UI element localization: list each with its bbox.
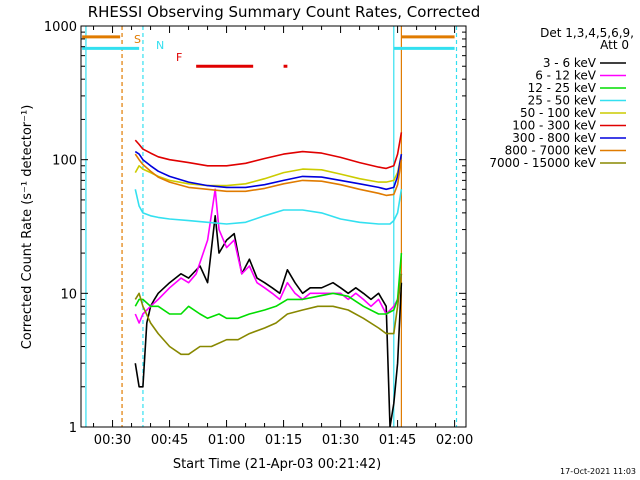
series-lines [134,132,403,427]
legend-entry-label: 800 - 7000 keV [505,144,597,158]
legend-entry-label: 12 - 25 keV [528,81,597,95]
series-line-4 [134,189,403,225]
x-tick-label: 00:30 [94,433,131,448]
plot-frame [80,25,467,428]
chart-title: RHESSI Observing Summary Count Rates, Co… [88,3,481,21]
legend-entry-label: 7000 - 15000 keV [489,156,596,170]
series-line-2 [134,188,403,324]
x-tick-label: 01:15 [265,433,302,448]
legend-title: Det 1,3,4,5,6,9, [540,26,634,40]
series-line-3 [134,253,403,320]
legend-entry-label: 3 - 6 keV [543,56,597,70]
legend-subtitle: Att 0 [600,38,629,52]
y-axis-label: Corrected Count Rate (s⁻¹ detector⁻¹) [20,105,35,350]
x-tick-label: 00:45 [151,433,188,448]
flag-markers [82,26,458,427]
f-flag-label: F [176,51,182,64]
flag-labels: S N F [134,33,182,64]
legend-entry-label: 6 - 12 keV [535,69,597,83]
x-tick-label: 02:00 [436,433,473,448]
legend-entry-label: 25 - 50 keV [528,94,597,108]
y-tick-label: 1 [69,421,77,436]
axes: 1 10 100 1000 00:30 00:45 01:00 01:15 01:30 01:45… [44,20,473,448]
s-flag-label: S [134,33,141,46]
x-tick-label: 01:45 [379,433,416,448]
y-tick-label: 1000 [44,20,77,35]
y-tick-label: 100 [52,154,77,169]
series-line-1 [134,215,403,427]
series-line-8 [134,153,403,197]
x-tick-label: 01:00 [208,433,245,448]
series-line-5 [134,153,403,187]
series-line-6 [134,132,403,170]
y-tick-label: 10 [60,287,77,302]
x-tick-label: 01:30 [322,433,359,448]
legend-entry-label: 50 - 100 keV [520,106,597,120]
legend-entry-label: 100 - 300 keV [512,119,596,133]
x-axis-label: Start Time (21-Apr-03 00:21:42) [173,457,381,472]
series-line-9 [134,273,403,356]
footer-date: 17-Oct-2021 11:03 [560,467,636,476]
n-flag-label: N [156,39,164,52]
series-line-7 [134,150,403,191]
legend-entry-label: 300 - 800 keV [512,131,596,145]
